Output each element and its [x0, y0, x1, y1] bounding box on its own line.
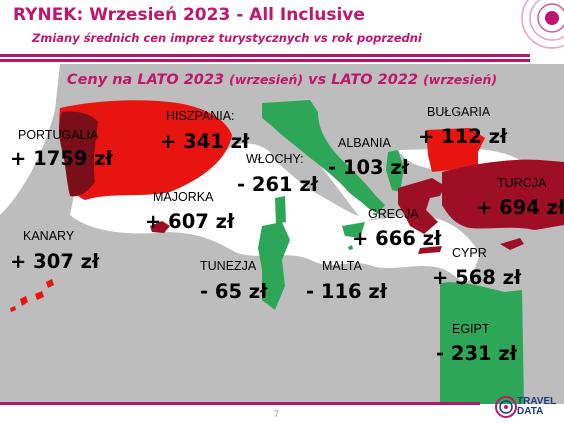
country-value-kanary: + 307 zł — [10, 250, 100, 273]
country-value-malta: - 116 zł — [306, 280, 387, 303]
country-label-cypr: CYPR — [452, 246, 487, 260]
country-label-hiszpania: HISZPANIA: — [166, 109, 235, 123]
travel-data-logo: TRAVEL DATA — [517, 397, 556, 417]
country-value-bulgaria: + 112 zł — [418, 125, 508, 148]
atlantic-ocean — [0, 64, 60, 215]
logo-line-2: DATA — [517, 406, 544, 417]
country-label-egipt: EGIPT — [452, 322, 490, 336]
map-heading-part-1: Ceny na LATO 2023 — [66, 72, 230, 88]
country-value-hiszpania: + 341 zł — [160, 130, 250, 153]
sardinia-shape — [275, 196, 286, 224]
italy-shape — [262, 100, 385, 214]
country-label-albania: ALBANIA — [338, 136, 391, 150]
crete-shape — [418, 246, 442, 254]
country-label-majorka: MAJORKA — [153, 190, 214, 204]
country-value-grecja: + 666 zł — [352, 227, 442, 250]
country-value-tunezja: - 65 zł — [200, 280, 268, 303]
map-heading-paren-1: (wrzesień) — [229, 72, 304, 87]
tunisia-shape — [258, 222, 290, 310]
kanary-shape-2 — [35, 291, 44, 300]
greece-shape — [398, 178, 445, 234]
kanary-shape-1 — [20, 296, 28, 306]
country-value-portugalia: + 1759 zł — [10, 147, 113, 170]
sicily-shape — [342, 222, 365, 238]
kanary-shape-3 — [46, 279, 54, 288]
country-label-bulgaria: BUŁGARIA — [427, 105, 491, 119]
egypt-shape — [440, 282, 524, 404]
malta-shape — [348, 245, 353, 250]
bulgaria-shape — [426, 128, 485, 172]
country-value-turcja: + 694 zł — [476, 196, 564, 219]
turkey-shape — [442, 159, 564, 230]
logo-line-1: TRAVEL — [517, 396, 557, 407]
country-value-albania: - 103 zł — [328, 156, 409, 179]
portugal-shape — [59, 111, 98, 197]
map-heading-paren-2: (wrzesień) — [423, 72, 498, 87]
page-subtitle: Zmiany średnich cen imprez turystycznych… — [32, 31, 422, 45]
decorative-corner-circles — [521, 0, 564, 49]
country-value-cypr: + 568 zł — [432, 266, 522, 289]
page-number: 7 — [274, 409, 280, 419]
majorka-shape — [150, 221, 170, 233]
map-svg — [0, 64, 564, 404]
albania-shape — [386, 150, 404, 192]
country-value-wlochy: - 261 zł — [237, 173, 318, 196]
spain-shape — [59, 100, 232, 200]
map-heading-part-2: vs LATO 2022 — [303, 72, 424, 88]
header-rule-top — [0, 54, 530, 57]
country-label-grecja: GRECJA — [368, 207, 419, 221]
country-label-kanary: KANARY — [23, 229, 75, 243]
page-title: RYNEK: Wrzesień 2023 - All Inclusive — [13, 5, 365, 25]
country-label-tunezja: TUNEZJA — [200, 259, 257, 273]
mediterranean-map — [0, 64, 564, 404]
footer-rule — [0, 402, 480, 405]
country-label-turcja: TURCJA — [497, 176, 547, 190]
country-label-malta: MALTA — [322, 259, 362, 273]
header-rule-bottom — [0, 59, 530, 62]
mediterranean-sea — [70, 143, 480, 282]
travel-data-logo-icon — [495, 396, 517, 418]
country-label-wlochy: WŁOCHY: — [246, 152, 304, 166]
cyprus-shape — [500, 238, 524, 250]
country-label-portugalia: PORTUGALIA — [18, 128, 99, 142]
country-value-majorka: + 607 zł — [145, 210, 235, 233]
kanary-shape-4 — [10, 306, 16, 312]
country-value-egipt: - 231 zł — [436, 342, 517, 365]
map-heading: Ceny na LATO 2023 (wrzesień) vs LATO 202… — [0, 72, 564, 88]
